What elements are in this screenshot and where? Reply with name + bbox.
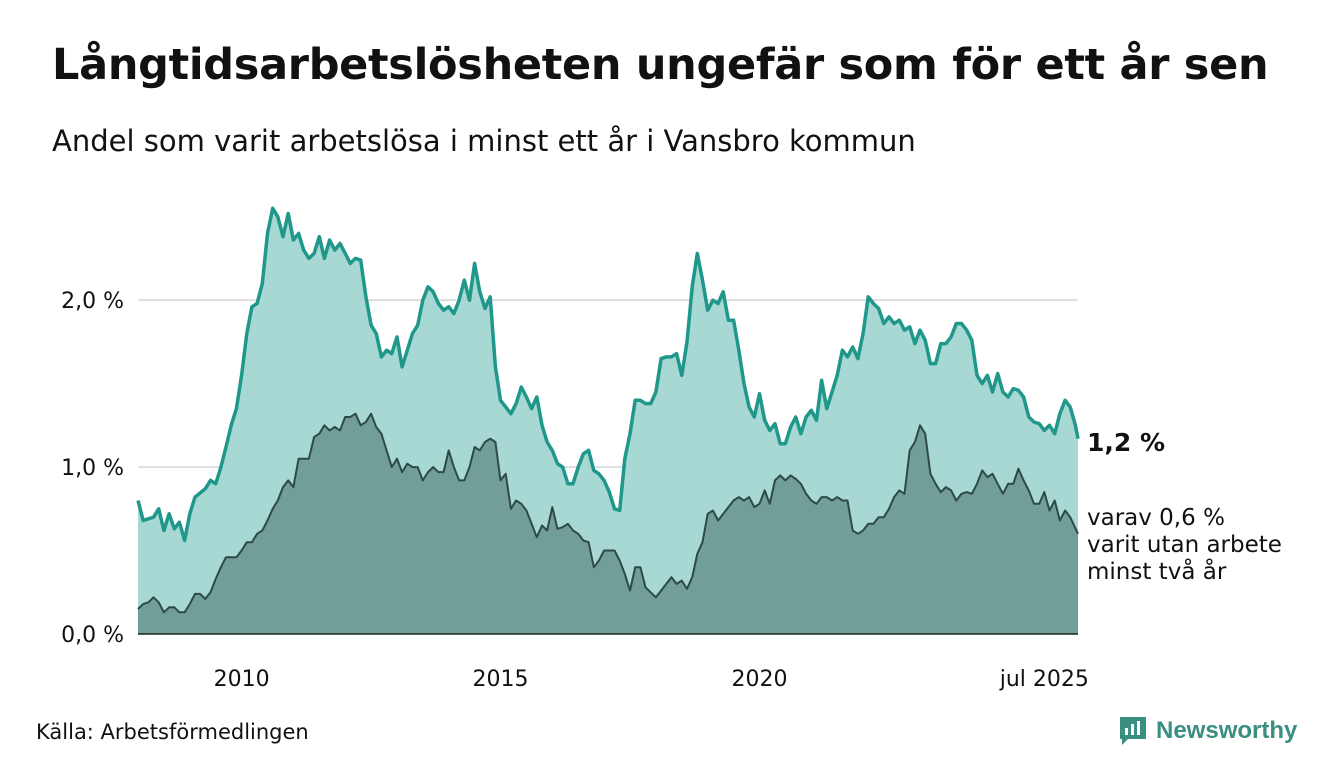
very-long-term-line [137,412,1079,614]
chart-title: Långtidsarbetslösheten ungefär som för e… [52,40,1269,90]
x-tick-label: 2010 [214,667,270,692]
y-tick-label: 1,0 % [61,456,124,481]
x-tick-label: 2015 [473,667,529,692]
very-long-term-area [138,413,1078,634]
newsworthy-logo-icon [1120,717,1146,745]
y-tick-label: 0,0 % [61,623,124,648]
chart-subtitle: Andel som varit arbetslösa i minst ett å… [52,124,916,158]
source-note: Källa: Arbetsförmedlingen [36,720,309,744]
y-tick-label: 2,0 % [61,289,124,314]
very-long-term-end-label: varav 0,6 % [1087,505,1225,531]
x-tick-label: 2020 [731,667,787,692]
long-term-line [136,206,1080,543]
brand-logo: Newsworthy [1118,714,1297,748]
very-long-term-end-label: minst två år [1087,557,1227,585]
long-term-end-label: 1,2 % [1087,428,1165,457]
brand-name: Newsworthy [1156,717,1298,744]
very-long-term-end-label: varit utan arbete [1087,532,1282,558]
x-tick-label: jul 2025 [999,667,1089,692]
